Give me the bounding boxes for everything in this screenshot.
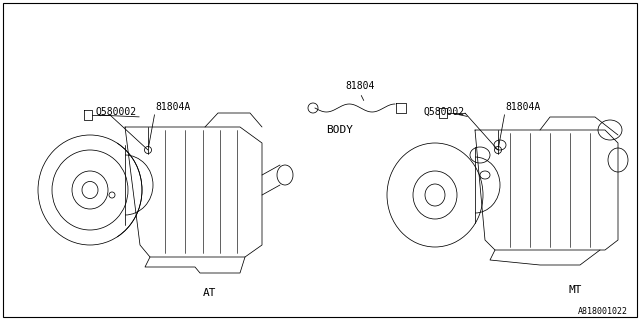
Text: 81804A: 81804A — [155, 102, 190, 112]
Text: 81804A: 81804A — [505, 102, 540, 112]
Text: MT: MT — [568, 285, 582, 295]
Text: Q580002: Q580002 — [423, 107, 464, 117]
Text: Q580002: Q580002 — [95, 107, 136, 117]
Text: 81804: 81804 — [346, 81, 374, 91]
Text: AT: AT — [204, 288, 217, 298]
Text: BODY: BODY — [326, 125, 353, 135]
Text: A818001022: A818001022 — [578, 307, 628, 316]
